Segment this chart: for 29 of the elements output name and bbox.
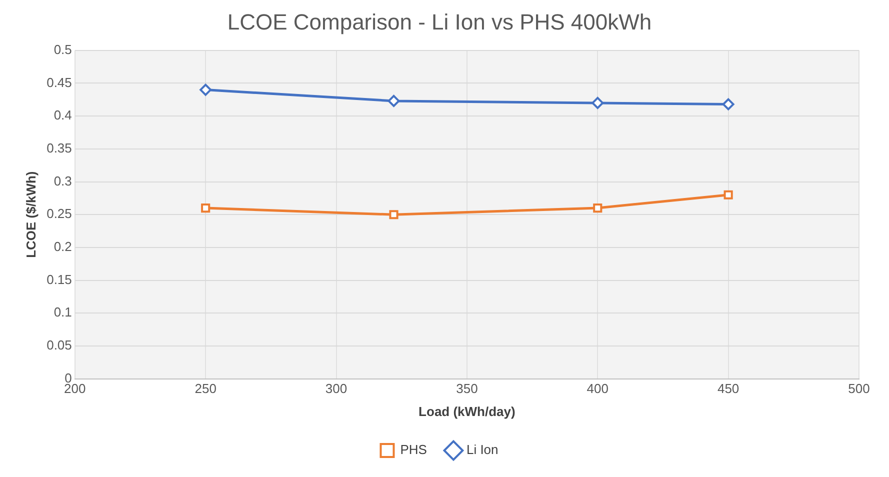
point [724, 190, 733, 200]
point [200, 84, 212, 96]
chart-title: LCOE Comparison - Li Ion vs PHS 400kWh [227, 9, 652, 34]
point [201, 203, 210, 213]
x-tick-label: 400 [586, 381, 608, 396]
y-tick-label: 0.4 [54, 108, 72, 123]
y-tick-label: 0.35 [46, 140, 72, 156]
x-tick-label: 350 [456, 381, 478, 396]
x-tick-label: 500 [848, 381, 870, 396]
point [592, 96, 604, 109]
y-tick-label: 0.3 [54, 173, 72, 188]
y-tick-label: 0.25 [46, 206, 72, 222]
x-tick-label: 450 [717, 381, 740, 396]
y-tick-label: 0.15 [46, 272, 72, 287]
y-tick-label: 0.45 [46, 74, 72, 90]
y-tick-label: 0.1 [54, 304, 72, 320]
y-tick-label: 0.2 [54, 239, 72, 254]
legend-label: PHS [400, 442, 428, 458]
x-tick-label: 250 [194, 381, 216, 396]
point [389, 210, 398, 220]
x-axis-title: Load (kWh/day) [418, 404, 516, 419]
point [593, 203, 602, 213]
y-tick-label: 0.5 [54, 42, 72, 57]
y-tick-label: 0.05 [46, 338, 72, 353]
y-axis-title: LCOE ($/kWh) [23, 171, 38, 258]
legend-label: Li Ion [466, 442, 498, 458]
point [388, 94, 400, 107]
point [722, 98, 734, 110]
x-tick-label: 300 [325, 381, 348, 396]
